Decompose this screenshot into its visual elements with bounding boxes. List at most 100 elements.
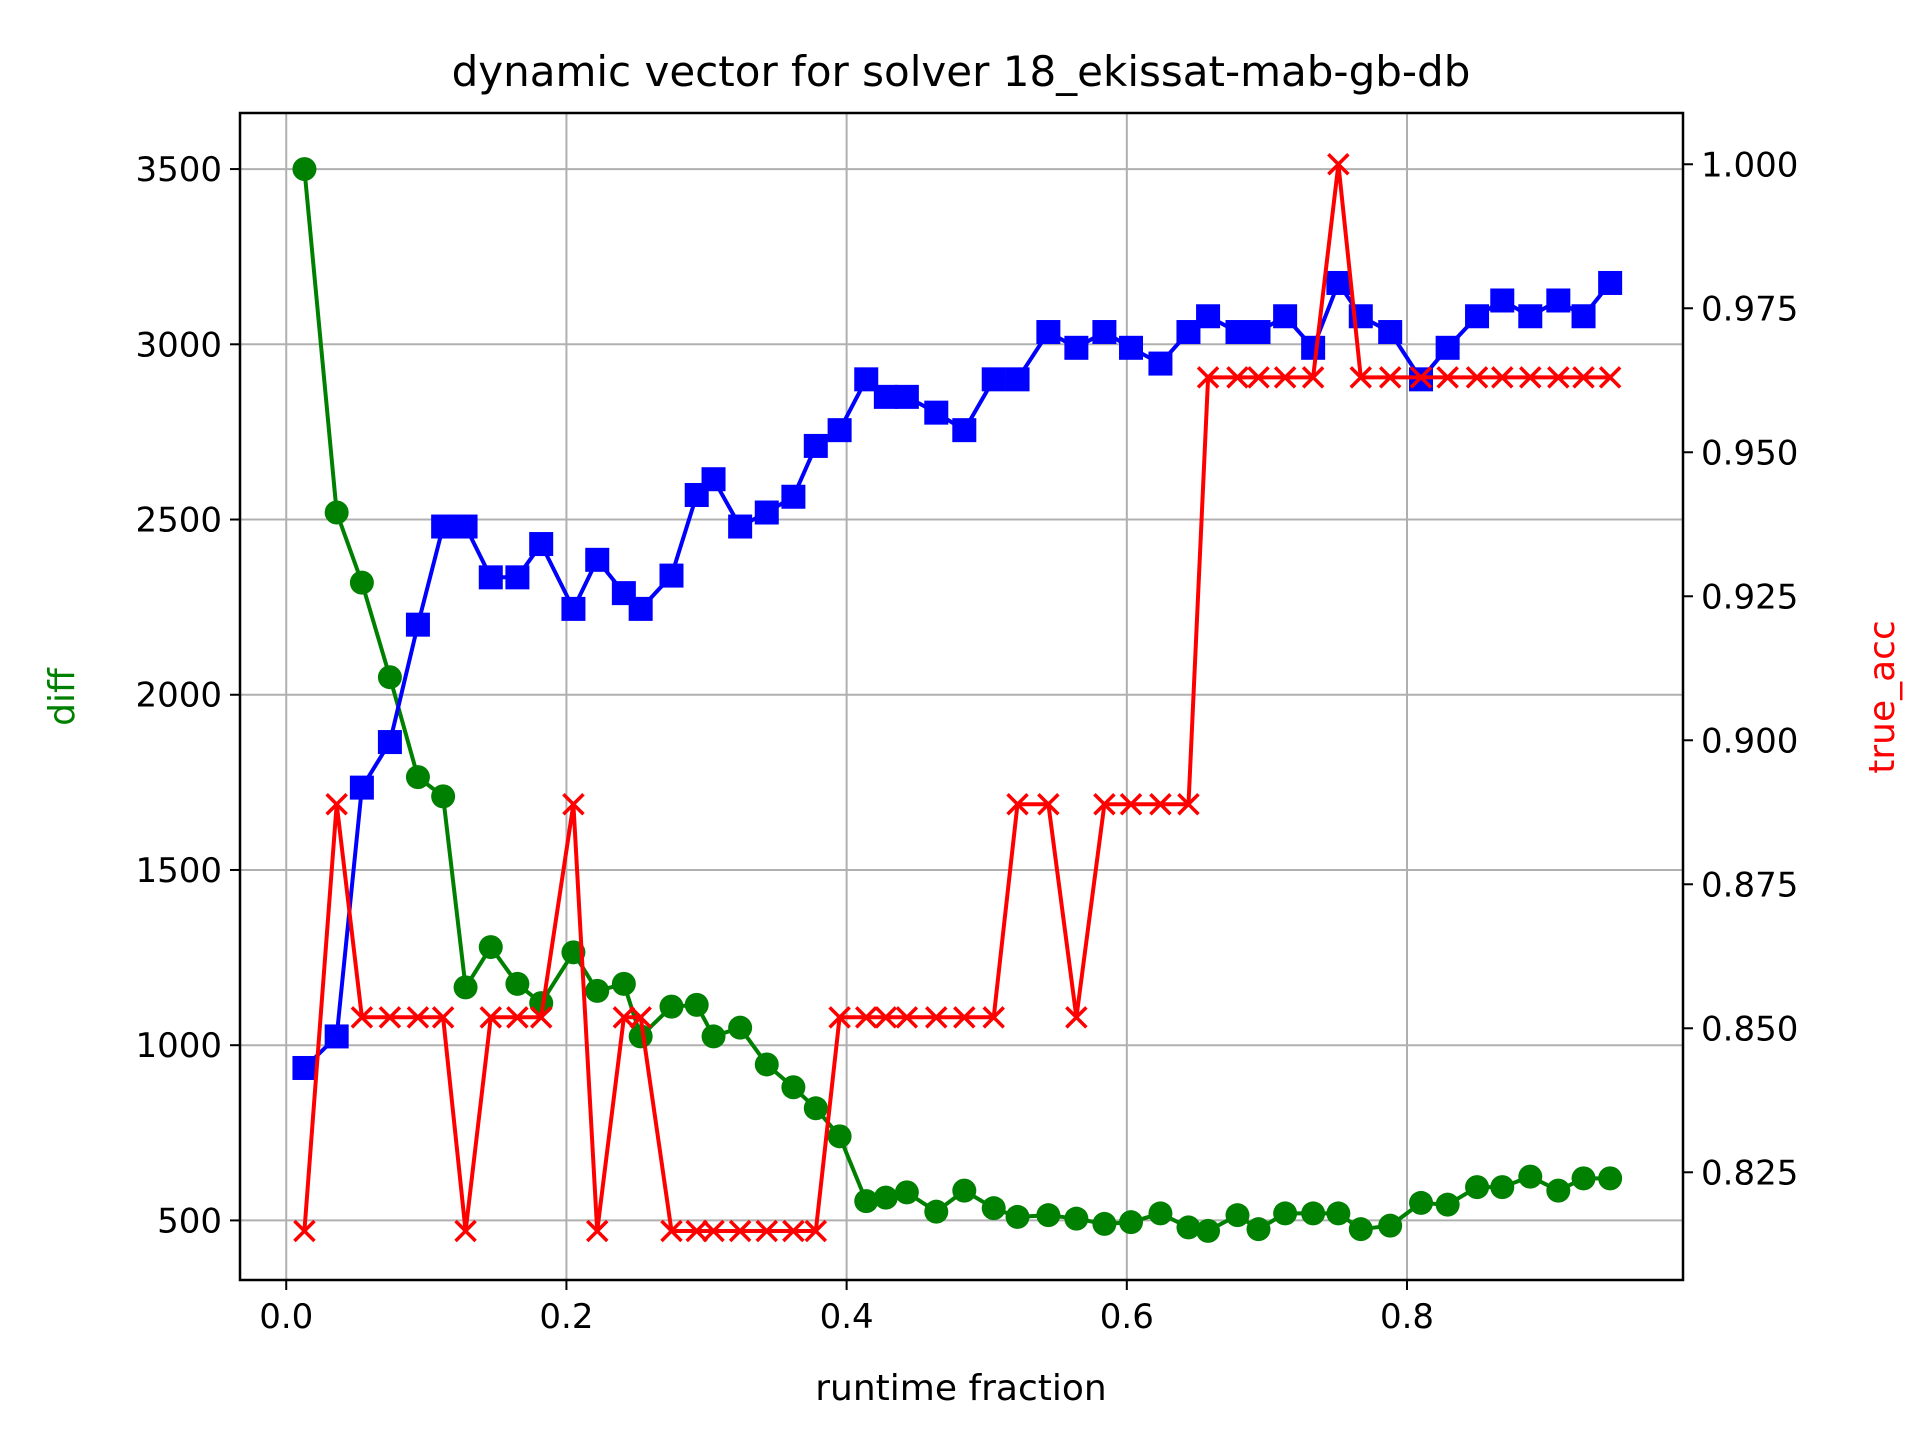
data-point-circle <box>754 1052 779 1077</box>
data-point-circle <box>1598 1166 1623 1191</box>
data-point-circle <box>1005 1204 1030 1229</box>
data-point-circle <box>1348 1217 1373 1242</box>
data-point-circle <box>1176 1215 1201 1240</box>
data-point-square <box>1225 320 1250 345</box>
y-axis-left-title: diff <box>42 667 83 726</box>
x-tick-label: 0.0 <box>259 1297 313 1337</box>
data-point-x <box>1196 366 1220 389</box>
data-point-x <box>378 1006 402 1029</box>
data-point-x <box>586 1219 609 1243</box>
data-point-x <box>1273 366 1297 389</box>
data-point-circle <box>349 570 374 595</box>
data-point-x <box>1226 366 1249 389</box>
data-point-x <box>1547 366 1570 389</box>
data-point-square <box>377 730 402 755</box>
data-point-circle <box>854 1189 879 1214</box>
data-point-x <box>1519 366 1542 389</box>
data-point-x <box>1598 366 1622 389</box>
data-point-square <box>1546 288 1571 313</box>
data-point-square <box>1148 351 1173 376</box>
data-point-square <box>1326 270 1351 295</box>
data-point-square <box>1092 320 1117 345</box>
data-point-circle <box>324 500 349 525</box>
data-point-x <box>728 1219 752 1243</box>
data-point-x <box>1149 792 1172 816</box>
data-point-circle <box>453 975 478 1000</box>
data-point-x <box>755 1219 779 1243</box>
y-right-tick-label: 0.825 <box>1701 1153 1798 1193</box>
data-point-circle <box>781 1075 806 1100</box>
data-point-circle <box>924 1199 949 1224</box>
series-x-right <box>293 153 1622 1243</box>
data-point-x <box>1301 366 1325 389</box>
data-point-x <box>685 1219 708 1243</box>
data-point-square <box>981 367 1006 392</box>
y-left-tick-label: 3500 <box>135 150 222 190</box>
y-right-tick-label: 0.975 <box>1701 289 1798 329</box>
data-point-square <box>1598 270 1623 295</box>
data-point-circle <box>292 157 317 182</box>
data-point-circle <box>611 971 636 996</box>
data-point-x <box>454 1219 477 1243</box>
data-point-circle <box>478 935 503 960</box>
data-point-x <box>1409 366 1433 389</box>
data-point-square <box>324 1024 349 1049</box>
y-right-tick-label: 0.925 <box>1701 577 1798 617</box>
data-point-circle <box>377 665 402 690</box>
x-tick-label: 0.4 <box>820 1297 874 1337</box>
data-point-x <box>1491 366 1514 389</box>
x-tick-label: 0.6 <box>1100 1297 1154 1337</box>
data-point-circle <box>1409 1190 1434 1215</box>
data-point-circle <box>659 994 684 1019</box>
data-point-x <box>1572 366 1595 389</box>
data-point-square <box>628 596 653 621</box>
data-point-square <box>952 418 977 443</box>
data-point-square <box>1005 367 1030 392</box>
data-point-square <box>659 563 684 588</box>
data-point-circle <box>1064 1206 1089 1231</box>
data-point-circle <box>952 1178 977 1203</box>
y-left-tick-label: 1000 <box>135 1026 222 1066</box>
data-point-x <box>293 1219 316 1243</box>
data-point-square <box>405 612 430 637</box>
data-point-circle <box>1465 1175 1490 1200</box>
data-point-circle <box>827 1124 852 1149</box>
data-point-x <box>702 1219 725 1243</box>
data-point-circle <box>1518 1164 1543 1189</box>
data-point-square <box>1273 304 1298 329</box>
data-point-square <box>1378 320 1403 345</box>
data-point-x <box>804 1219 828 1243</box>
data-point-x <box>874 1006 898 1029</box>
data-point-square <box>478 565 503 590</box>
data-point-x <box>1327 153 1350 176</box>
data-point-circle <box>505 971 530 996</box>
data-point-square <box>924 400 949 425</box>
data-point-x <box>1436 366 1459 389</box>
data-point-circle <box>803 1096 828 1121</box>
data-point-square <box>803 433 828 458</box>
data-point-square <box>781 484 806 509</box>
data-point-circle <box>873 1185 898 1210</box>
data-point-square <box>1196 304 1221 329</box>
data-point-square <box>1036 320 1061 345</box>
series-layer <box>292 153 1623 1243</box>
data-point-circle <box>894 1180 919 1205</box>
data-point-x <box>925 1006 948 1029</box>
data-point-x <box>1378 366 1402 389</box>
x-axis-title: runtime fraction <box>815 1368 1107 1409</box>
data-point-circle <box>1273 1201 1298 1226</box>
y-left-tick-label: 3000 <box>135 325 222 365</box>
data-point-x <box>406 1006 430 1029</box>
data-point-x <box>506 1006 529 1029</box>
y-right-tick-label: 1.000 <box>1701 145 1798 185</box>
y-axis-right-title: true_acc <box>1862 620 1903 774</box>
data-point-circle <box>1301 1201 1326 1226</box>
data-point-square <box>827 418 852 443</box>
data-point-x <box>828 1006 851 1029</box>
data-point-square <box>1119 335 1144 360</box>
y-right-tick-label: 0.875 <box>1701 865 1798 905</box>
data-point-square <box>1490 288 1515 313</box>
data-point-x <box>325 792 348 816</box>
